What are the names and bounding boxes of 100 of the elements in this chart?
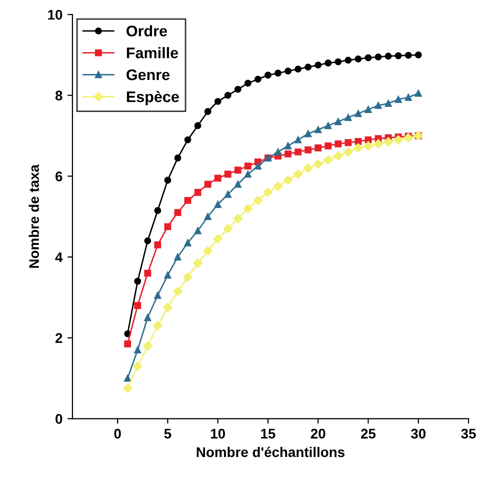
- point: [244, 162, 252, 170]
- point: [214, 200, 222, 208]
- point: [194, 227, 202, 234]
- point: [154, 207, 162, 214]
- point: [153, 321, 162, 330]
- point: [234, 166, 242, 174]
- point: [204, 213, 212, 220]
- point: [164, 176, 172, 184]
- point: [364, 54, 372, 62]
- point: [193, 258, 202, 268]
- point: [394, 96, 402, 103]
- point: [344, 139, 352, 146]
- point: [203, 246, 212, 256]
- point: [274, 70, 282, 77]
- point: [294, 148, 302, 156]
- point: [273, 182, 283, 191]
- x-tick-label: 5: [164, 428, 172, 439]
- point: [154, 241, 162, 248]
- y-tick-label: 6: [56, 172, 62, 182]
- y-tick-label: 4: [55, 252, 63, 262]
- point: [394, 135, 403, 144]
- point: [122, 384, 132, 393]
- point: [384, 52, 392, 60]
- legend-label: Espèce: [126, 90, 179, 106]
- point: [224, 92, 232, 99]
- point: [313, 159, 323, 169]
- point: [144, 237, 152, 244]
- point: [354, 138, 362, 145]
- point: [124, 340, 132, 348]
- point: [304, 130, 312, 138]
- point: [334, 140, 342, 148]
- point: [254, 76, 262, 83]
- point: [334, 151, 343, 161]
- x-tick-label: 10: [210, 428, 225, 439]
- legend-label: Ordre: [126, 25, 168, 36]
- point: [374, 53, 382, 60]
- point: [263, 188, 273, 197]
- point: [283, 176, 293, 185]
- point: [394, 52, 402, 60]
- point: [364, 141, 373, 150]
- point: [294, 66, 302, 73]
- point: [183, 272, 192, 282]
- point: [204, 108, 212, 115]
- point: [234, 180, 242, 188]
- point: [224, 190, 232, 198]
- x-tick-label: 25: [361, 428, 376, 439]
- point: [133, 362, 142, 371]
- point: [284, 150, 292, 158]
- point: [384, 100, 392, 107]
- point: [293, 170, 303, 179]
- y-tick-label: 0: [56, 414, 62, 424]
- point: [414, 51, 422, 58]
- point: [174, 209, 182, 216]
- point: [324, 60, 332, 66]
- point: [354, 143, 363, 153]
- point: [223, 224, 232, 234]
- point: [264, 72, 272, 79]
- point: [243, 204, 253, 214]
- point: [244, 80, 252, 87]
- point: [174, 154, 182, 162]
- point: [324, 142, 332, 150]
- point: [184, 239, 192, 246]
- legend-label: Famille: [126, 47, 178, 58]
- point: [384, 137, 393, 146]
- point: [214, 98, 222, 105]
- point: [324, 122, 332, 130]
- x-tick-label: 15: [261, 428, 276, 439]
- y-tick-label: 8: [55, 90, 62, 101]
- point: [134, 346, 142, 354]
- x-tick-label: 30: [410, 428, 426, 439]
- point: [144, 270, 152, 277]
- point: [414, 90, 422, 97]
- point: [134, 278, 142, 285]
- point: [314, 144, 322, 152]
- point: [404, 52, 412, 59]
- point: [344, 114, 352, 122]
- point: [344, 56, 352, 64]
- point: [334, 118, 342, 126]
- point: [194, 122, 202, 130]
- point: [304, 146, 312, 154]
- point: [354, 110, 362, 118]
- point: [143, 341, 152, 351]
- point: [144, 314, 152, 322]
- legend-label: Genre: [126, 69, 170, 80]
- point: [344, 147, 353, 157]
- y-tick-label: 10: [48, 10, 62, 20]
- point: [154, 292, 162, 299]
- point: [164, 223, 172, 230]
- x-tick-label: 0: [114, 428, 121, 439]
- point: [213, 234, 222, 244]
- y-axis-title: Nombre de taxa: [28, 164, 39, 268]
- point: [284, 142, 292, 150]
- point: [163, 302, 172, 312]
- point: [174, 254, 182, 260]
- point: [164, 272, 172, 279]
- x-axis-title: Nombre d'échantillons: [196, 446, 344, 458]
- point: [354, 56, 362, 62]
- point: [314, 126, 322, 134]
- y-tick-label: 2: [55, 333, 62, 343]
- point: [254, 162, 262, 170]
